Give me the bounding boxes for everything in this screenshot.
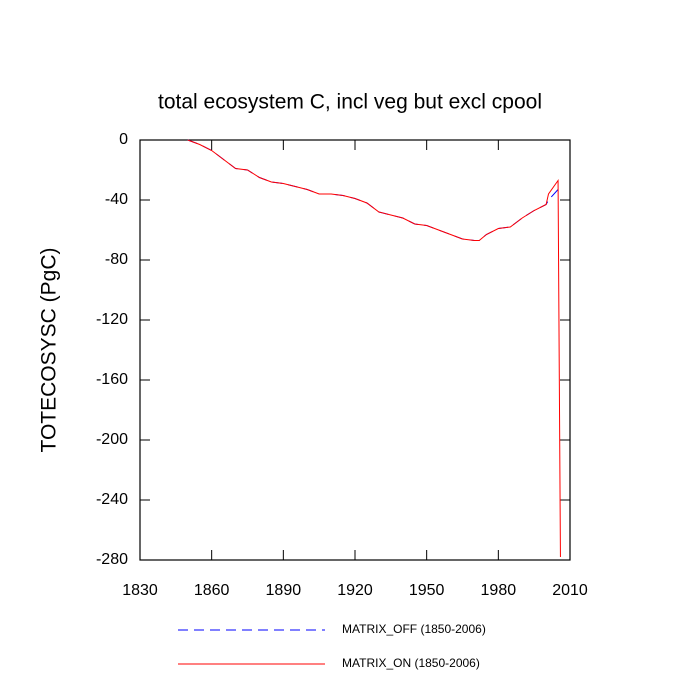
x-tick-label: 2010 xyxy=(552,582,588,599)
x-tick-label: 1950 xyxy=(409,582,445,599)
x-tick-label: 1980 xyxy=(481,582,517,599)
chart-title: total ecosystem C, incl veg but excl cpo… xyxy=(158,91,542,114)
x-tick-label: 1860 xyxy=(194,582,230,599)
y-tick-label: 0 xyxy=(119,131,128,148)
plot-frame xyxy=(139,139,571,561)
legend-label: MATRIX_ON (1850-2006) xyxy=(342,656,480,670)
y-tick-label: -200 xyxy=(96,431,128,448)
x-tick-label: 1920 xyxy=(337,582,373,599)
series-line xyxy=(187,139,561,558)
y-tick-label: -120 xyxy=(96,311,128,328)
y-tick-label: -240 xyxy=(96,491,128,508)
y-tick-label: -80 xyxy=(105,251,128,268)
x-tick-label: 1830 xyxy=(122,582,158,599)
series-line xyxy=(187,139,559,241)
y-axis-label: TOTECOSYSC (PgC) xyxy=(38,248,61,453)
y-tick-label: -160 xyxy=(96,371,128,388)
y-tick-label: -280 xyxy=(96,551,128,568)
y-tick-label: -40 xyxy=(105,191,128,208)
legend-label: MATRIX_OFF (1850-2006) xyxy=(342,622,486,636)
x-tick-label: 1890 xyxy=(266,582,302,599)
